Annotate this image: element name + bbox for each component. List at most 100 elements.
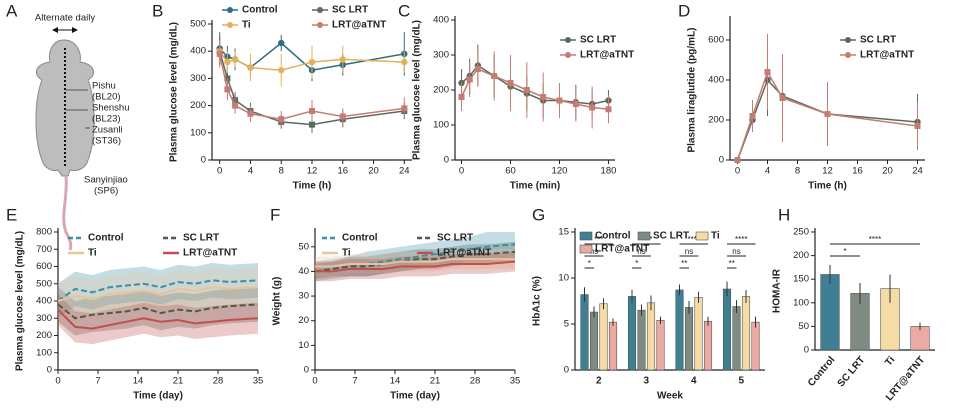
y-tick-label: 400	[433, 15, 449, 26]
y-tick-label: 300	[190, 73, 206, 84]
y-tick-label: 500	[36, 278, 52, 289]
legend-swatch	[579, 231, 593, 241]
significance-label: ****	[869, 235, 881, 244]
series-line	[315, 260, 516, 273]
marker	[491, 73, 498, 79]
x-tick-label: 0	[735, 166, 740, 177]
marker	[339, 113, 346, 120]
x-tick-label: 20	[882, 166, 893, 177]
y-axis-label: Weight (g)	[272, 277, 283, 326]
legend-label: Ti	[88, 248, 97, 259]
legend-label: LRT@aTNT	[580, 50, 634, 61]
y-tick-label: 200	[36, 330, 52, 341]
y-tick-label: 0	[564, 365, 569, 376]
marker	[540, 94, 547, 100]
x-tick-label: 16	[337, 166, 348, 177]
y-tick-label: 100	[190, 127, 206, 138]
bar	[732, 306, 741, 371]
bar	[608, 321, 618, 371]
x-tick-label: 12	[307, 166, 318, 177]
y-tick-label: 30	[298, 291, 309, 302]
y-tick-label: 0	[444, 155, 449, 166]
y-tick-label: 40	[298, 266, 309, 277]
bar	[703, 320, 713, 371]
panel-label: A	[6, 1, 18, 20]
x-axis-label: Time (h)	[808, 181, 847, 192]
y-tick-label: 600	[708, 35, 724, 46]
significance-label: ns	[732, 247, 740, 256]
x-tick-label: 0	[459, 166, 464, 177]
legend-marker	[317, 22, 323, 28]
x-tick-label: 5	[738, 376, 744, 387]
legend-marker	[565, 52, 571, 58]
y-tick-label: 10	[298, 340, 309, 351]
y-axis-label: Plasma liraglutide (pg/mL)	[687, 27, 698, 152]
y-tick-label: 0	[719, 155, 724, 166]
legend-label: SC LRT	[437, 233, 473, 244]
y-tick-label: 100	[793, 297, 809, 308]
bar	[589, 311, 599, 371]
significance-label: ns	[685, 247, 693, 256]
y-tick-label: 800	[36, 227, 52, 238]
significance-label: **	[729, 259, 735, 268]
band	[58, 263, 258, 319]
legend-label: Control	[342, 233, 378, 244]
marker	[232, 102, 239, 109]
y-tick-label: 400	[36, 296, 52, 307]
marker	[308, 58, 316, 66]
band	[58, 294, 258, 345]
series-line	[57, 279, 259, 302]
x-tick-label: 2	[596, 376, 602, 387]
bar	[684, 307, 694, 371]
legend-label: Control	[242, 5, 278, 16]
bar	[580, 294, 589, 371]
legend-label: LRT@aTNT	[860, 50, 914, 61]
y-axis-label: Plasma glucose level (mg/dL)	[15, 231, 26, 371]
y-axis-label: Plasma glucose level (mg/dL)	[169, 22, 180, 162]
acupoint-code: (SP6)	[94, 186, 118, 197]
bar	[751, 321, 760, 371]
significance-label: **	[681, 259, 687, 268]
x-tick-label: 24	[912, 166, 923, 177]
legend-marker	[845, 37, 851, 43]
legend-label: LRT@aTNT	[437, 248, 491, 259]
marker	[572, 101, 579, 107]
legend-label: Ti	[342, 248, 351, 259]
legend-marker	[565, 37, 571, 43]
y-tick-label: 700	[36, 244, 52, 255]
y-tick-label: 400	[708, 75, 724, 86]
legend-label: SC LRT	[653, 231, 689, 242]
y-axis-label: Plasma glucose level (mg/dL)	[412, 20, 423, 160]
x-tick-label: 4	[691, 376, 697, 387]
acupoint-name: Shenshu	[92, 103, 130, 114]
significance-label: *	[635, 259, 638, 268]
acupoint-name: Pishu	[92, 81, 116, 92]
y-tick-label: 0	[304, 365, 309, 376]
x-tick-label: Ti	[883, 354, 897, 368]
x-tick-label: 0	[55, 376, 60, 387]
x-tick-label: Control	[806, 354, 837, 388]
legend-swatch	[637, 231, 651, 241]
panel-label: H	[778, 205, 790, 224]
marker	[605, 106, 612, 113]
x-tick-label: 16	[852, 166, 863, 177]
series-line	[315, 258, 515, 268]
significance-label: ****	[735, 235, 747, 244]
x-tick-label: 35	[253, 376, 264, 387]
significance-label: ****	[688, 235, 700, 244]
legend-label: Ti	[242, 20, 251, 31]
y-axis-label: HbA1c (%)	[532, 276, 543, 326]
y-tick-label: 300	[433, 50, 449, 61]
marker	[914, 123, 921, 129]
marker	[779, 95, 786, 101]
x-tick-label: 4	[248, 166, 253, 177]
legend-label: SC LRT	[860, 35, 896, 46]
marker	[523, 87, 530, 93]
series-line	[57, 303, 259, 320]
series-line	[314, 250, 516, 273]
diagram-label: Alternate daily	[35, 13, 95, 24]
panel-label: E	[6, 205, 17, 224]
y-axis-label: HOMA-IR	[772, 268, 783, 313]
